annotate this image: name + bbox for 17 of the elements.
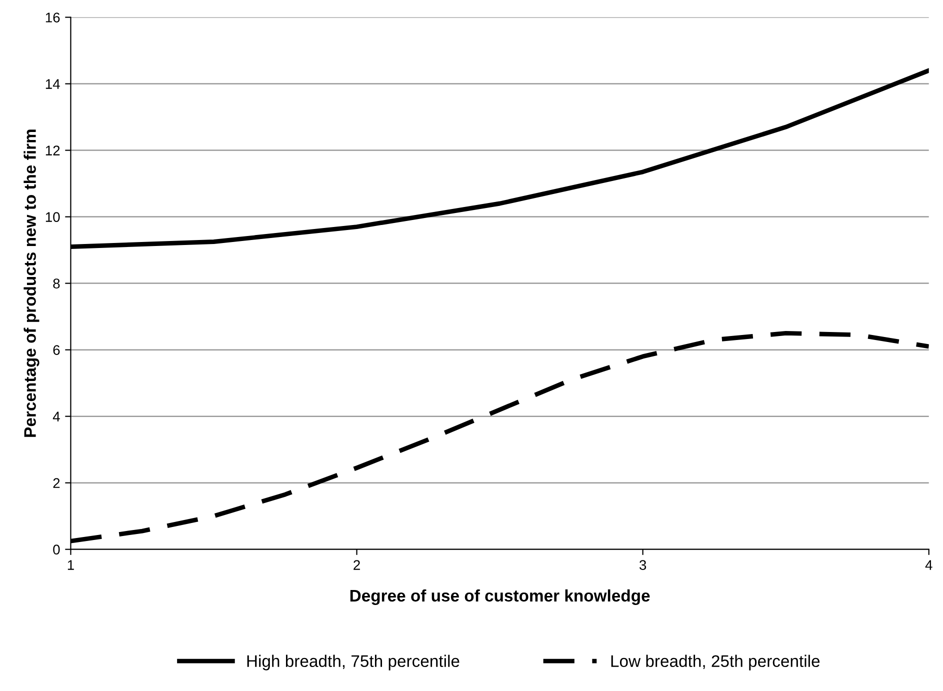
x-tick-label: 2 <box>354 560 360 570</box>
y-tick-label: 16 <box>46 12 60 22</box>
y-tick-label: 6 <box>53 345 60 355</box>
y-tick-label: 4 <box>52 412 60 422</box>
y-tick-label: 10 <box>46 212 60 222</box>
legend-label: Low breadth, 25th percentile <box>611 654 820 670</box>
y-tick-label: 12 <box>46 146 60 156</box>
x-tick-label: 3 <box>639 560 646 570</box>
y-tick-label: 8 <box>53 278 60 288</box>
y-tick-label: 14 <box>46 79 60 89</box>
y-tick-label: 2 <box>53 478 60 488</box>
y-tick-label: 0 <box>53 544 60 555</box>
legend-label: High breadth, 75th percentile <box>247 654 460 670</box>
y-axis-title: Percentage of products new to the firm <box>24 130 40 437</box>
x-tick-label: 4 <box>925 560 932 570</box>
x-axis-title: Degree of use of customer knowledge <box>350 589 650 605</box>
x-tick-label: 1 <box>68 560 74 570</box>
